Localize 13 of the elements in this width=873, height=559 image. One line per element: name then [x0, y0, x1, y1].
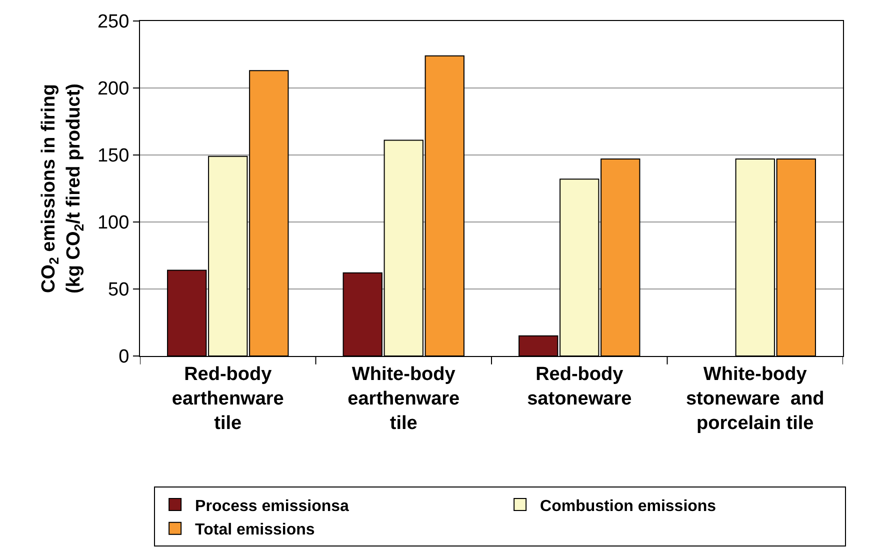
y-tick-label: 150 — [97, 146, 130, 167]
x-tick-label: White-body earthenware tile — [348, 364, 460, 434]
x-tick-label: Red-body satoneware — [527, 364, 632, 410]
y-tick-label: 100 — [97, 212, 130, 234]
legend-label: Combustion emissions — [540, 498, 716, 515]
y-tick-label: 200 — [97, 78, 130, 100]
legend-label: Process emissionsa — [195, 498, 350, 515]
y-tick-label: 50 — [108, 280, 130, 301]
y-tick-label: 0 — [118, 346, 130, 368]
x-tick-label: Red-body earthenware tile — [172, 364, 284, 434]
legend-label: Total emissions — [195, 522, 315, 539]
x-tick-label: White-body stoneware and porcelain tile — [686, 364, 824, 434]
y-tick-label: 250 — [97, 12, 130, 33]
